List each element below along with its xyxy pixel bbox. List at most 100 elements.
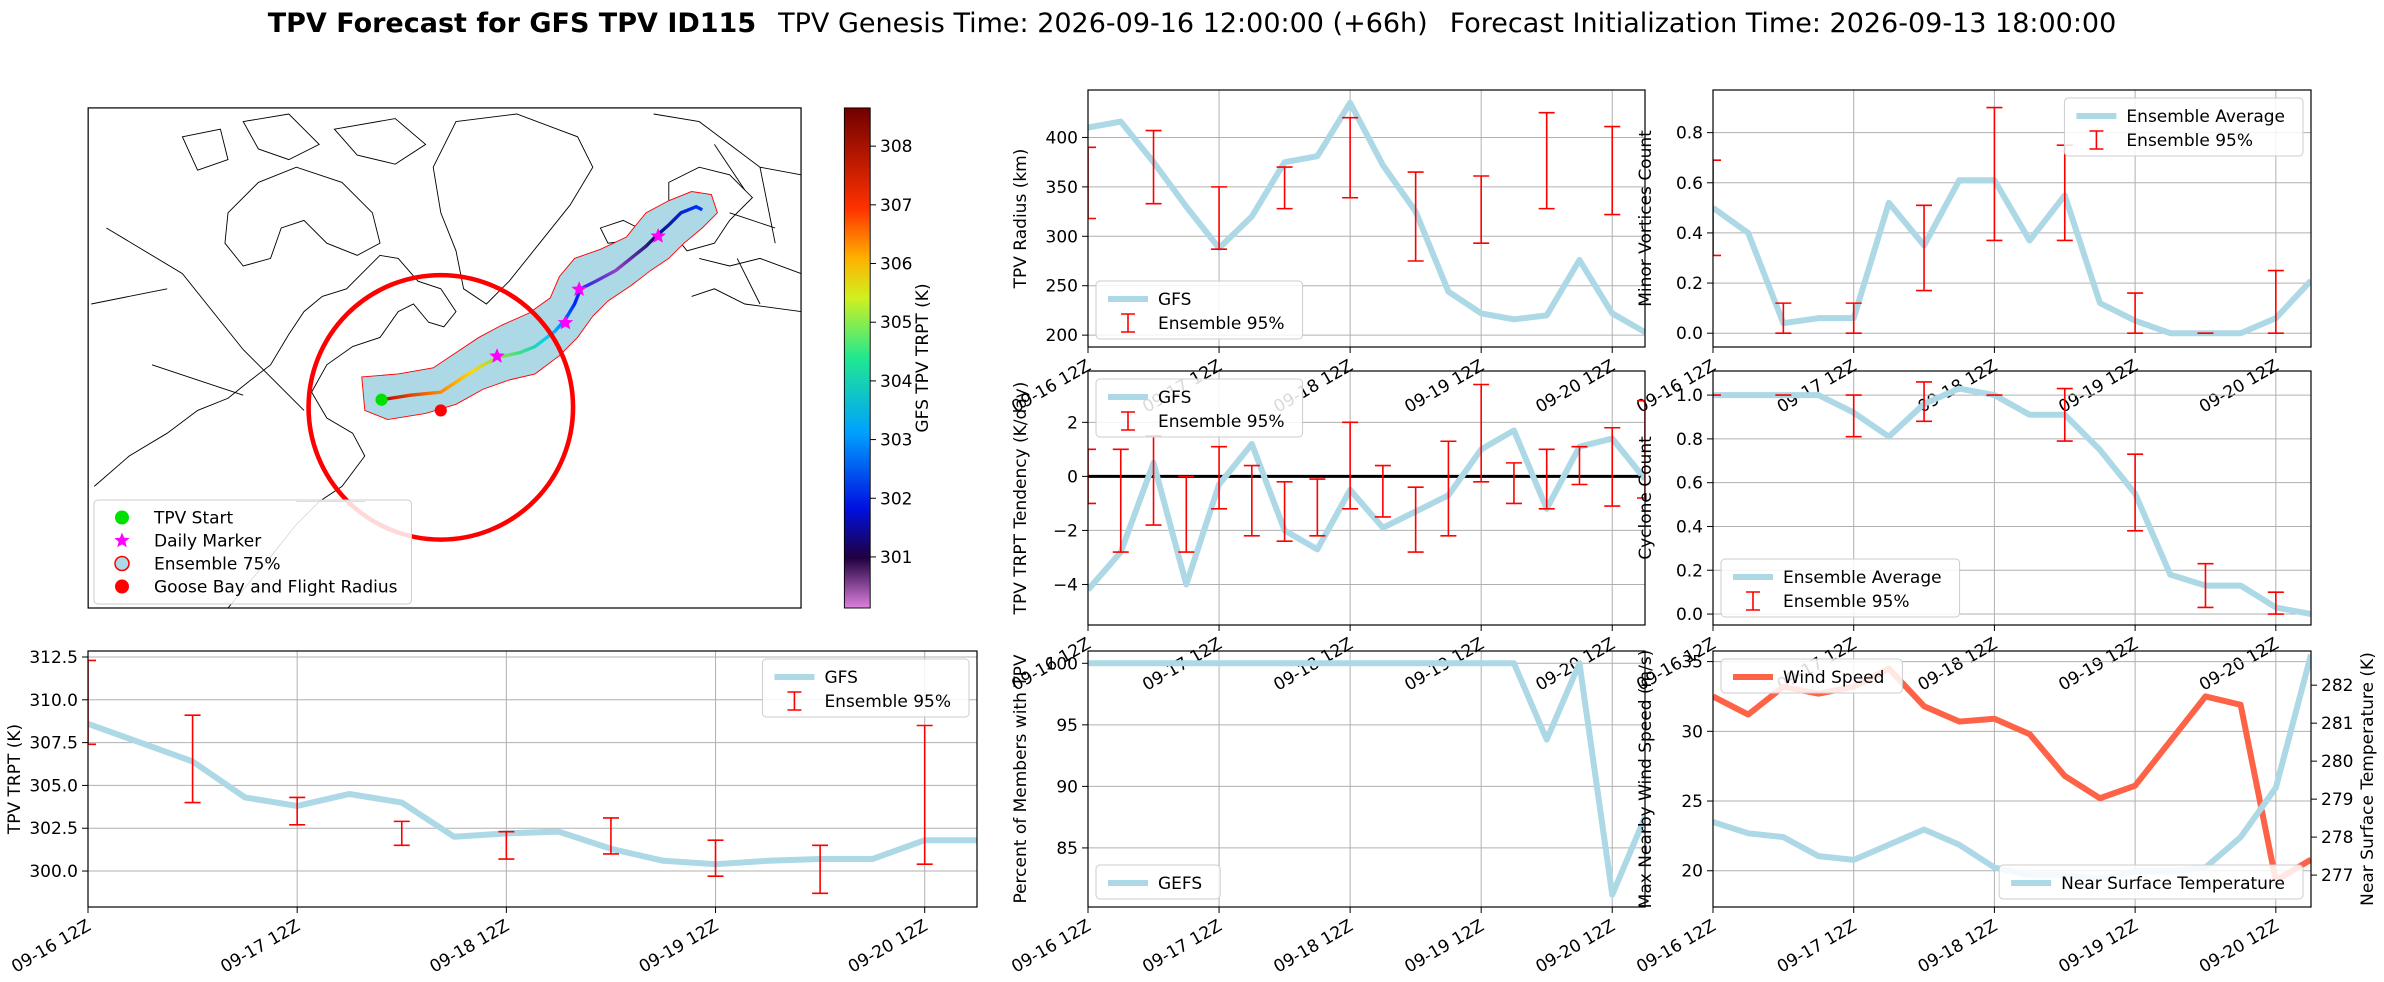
y-tick-label: 25 xyxy=(1681,792,1703,812)
error-bar xyxy=(1571,445,1588,486)
title-main: TPV Forecast for GFS TPV ID115 xyxy=(268,8,756,39)
legend-label: Wind Speed xyxy=(1783,668,1884,688)
legend-errorbar xyxy=(2089,130,2104,150)
y-tick-label: 0.4 xyxy=(1676,224,1703,244)
daily-marker xyxy=(489,348,505,363)
error-bar xyxy=(1112,448,1129,553)
map-frame xyxy=(87,107,802,609)
x-tick-label: 09-16 12Z xyxy=(1633,916,1719,977)
y-axis-label: Max Nearby Wind Speed (m/s) xyxy=(1636,650,1656,909)
error-bar xyxy=(2056,144,2073,242)
colorbar-tick-label: 303 xyxy=(880,431,912,451)
axes-frame xyxy=(1712,370,2312,626)
legend-label: Ensemble Average xyxy=(1783,568,1942,588)
legend: Ensemble Average Ensemble 95% xyxy=(2063,97,2304,157)
error-bar xyxy=(2197,562,2214,609)
x-tick-label: 09-19 12Z xyxy=(2055,356,2141,417)
series-line xyxy=(1088,427,1645,592)
y-tick-label: 85 xyxy=(1056,839,1078,859)
error-bar xyxy=(602,817,619,855)
legend-box xyxy=(1095,378,1304,438)
axes-frame xyxy=(87,650,978,908)
y-tick-label: 35 xyxy=(1681,653,1703,673)
series-line xyxy=(1713,177,2311,337)
y-tick-label: −2 xyxy=(1053,521,1078,541)
legend-label: GFS xyxy=(824,668,857,688)
x-tick-label: 09-18 12Z xyxy=(1915,916,2001,977)
axes-frame xyxy=(1087,650,1646,908)
x-tick-label: 09-20 12Z xyxy=(845,916,931,977)
error-bar xyxy=(707,839,724,877)
error-bar xyxy=(1473,175,1490,245)
legend-label: Ensemble 95% xyxy=(1158,314,1285,334)
error-bar xyxy=(916,724,933,865)
error-bar xyxy=(1276,166,1293,210)
error-bar xyxy=(1342,421,1359,510)
colorbar-tick-label: 308 xyxy=(880,137,912,157)
colorbar-tick-label: 301 xyxy=(880,548,912,568)
y-tick-label: 0.8 xyxy=(1676,430,1703,450)
y-tick-label: 0.6 xyxy=(1676,174,1703,194)
y-tick-label: 2 xyxy=(1067,413,1078,433)
y2-tick-label: 278 xyxy=(2321,828,2353,848)
legend-marker xyxy=(115,510,129,525)
axes-frame xyxy=(1712,89,2312,348)
x-tick-label: 09-17 12Z xyxy=(1774,916,1860,977)
x-tick-label: 09-20 12Z xyxy=(1532,356,1618,417)
y2-axis-label: Near Surface Temperature (K) xyxy=(2358,652,2378,906)
legend-box xyxy=(2063,97,2304,157)
legend-label: GFS xyxy=(1158,290,1191,310)
y-tick-label: 0.4 xyxy=(1676,517,1703,537)
y-axis-label: TPV Radius (km) xyxy=(1011,149,1031,290)
y-tick-label: 200 xyxy=(1046,326,1078,346)
legend-marker xyxy=(114,532,130,548)
legend-label: Ensemble 95% xyxy=(824,692,951,712)
series-line xyxy=(1713,385,2311,618)
daily-marker xyxy=(571,281,587,296)
error-bar xyxy=(1538,448,1555,510)
colorbar-tick-label: 302 xyxy=(880,489,912,509)
y2-tick-label: 277 xyxy=(2321,866,2353,886)
init-time: Forecast Initialization Time: 2026-09-13… xyxy=(1450,8,2117,39)
error-bar xyxy=(1916,381,1933,423)
y-axis-label: Percent of Members with TPV xyxy=(1011,654,1031,903)
colorbar-tick-label: 307 xyxy=(880,196,912,216)
legend: Wind Speed xyxy=(1720,658,1903,694)
error-bar xyxy=(2267,269,2284,335)
y-tick-label: 0.2 xyxy=(1676,561,1703,581)
x-tick-label: 09-18 12Z xyxy=(427,916,513,977)
x-tick-label: 09-19 12Z xyxy=(2055,916,2141,977)
legend-label: Near Surface Temperature xyxy=(2061,874,2285,894)
legend: GEFS xyxy=(1095,864,1221,900)
y-tick-label: 20 xyxy=(1681,862,1703,882)
y-tick-label: 307.5 xyxy=(29,734,78,754)
axes-frame xyxy=(1087,89,1646,348)
ensemble-area xyxy=(361,191,718,420)
y-tick-label: 30 xyxy=(1681,722,1703,742)
daily-marker xyxy=(557,314,574,330)
y-axis-label: Minor Vortices Count xyxy=(1636,130,1656,307)
x-tick-label: 09-20 12Z xyxy=(1532,916,1618,977)
legend-box xyxy=(1095,280,1304,340)
error-bar xyxy=(1538,111,1555,210)
legend-errorbar xyxy=(1121,313,1135,333)
y2-tick-label: 281 xyxy=(2321,714,2353,734)
y2-tick-label: 279 xyxy=(2321,790,2353,810)
legend-box xyxy=(93,499,412,605)
flight-radius xyxy=(306,272,576,542)
error-bar xyxy=(1604,426,1621,507)
y-tick-label: 0.8 xyxy=(1676,124,1703,144)
y-tick-label: 0.6 xyxy=(1676,474,1703,494)
error-bar xyxy=(1440,440,1457,537)
x-tick-label: 09-20 12Z xyxy=(2196,634,2282,695)
daily-marker xyxy=(650,228,666,243)
x-tick-label: 09-16 12Z xyxy=(8,916,94,977)
y-tick-label: 0.0 xyxy=(1676,324,1703,344)
error-bar xyxy=(1637,399,1645,499)
legend-box xyxy=(1095,864,1221,900)
legend-label: Ensemble Average xyxy=(2126,107,2285,127)
x-tick-label: 09-18 12Z xyxy=(1915,634,2001,695)
y-tick-label: 0.2 xyxy=(1676,274,1703,294)
